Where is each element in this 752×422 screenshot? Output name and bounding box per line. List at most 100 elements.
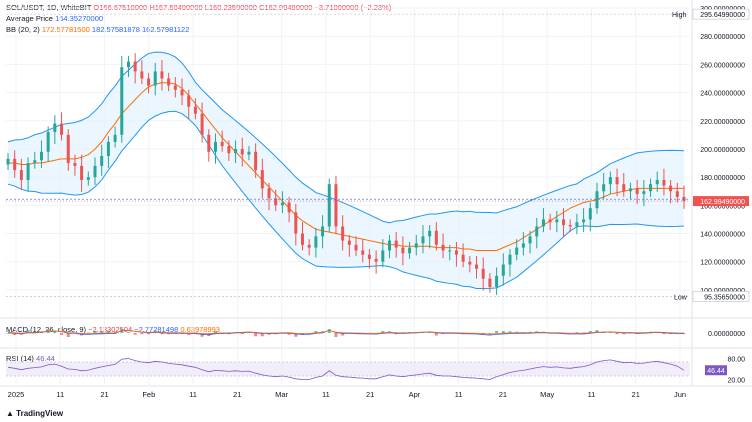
time-tick-label: 21 — [499, 390, 507, 399]
candle-body — [213, 141, 217, 152]
candle-body — [13, 158, 17, 171]
low-value-box — [692, 291, 750, 302]
candle-body — [448, 250, 452, 252]
macd-line-value: −2.77281498 — [134, 325, 179, 334]
candle-body — [394, 240, 398, 248]
candle-body — [240, 148, 244, 155]
rsi-last-value: 46.44 — [707, 368, 725, 375]
macd-signal-value: 0.63978993 — [180, 325, 220, 334]
candle-body — [46, 132, 50, 152]
time-tick-label: 21 — [632, 390, 640, 399]
candle-body — [126, 61, 130, 68]
bb-label: BB (20, 2) — [6, 25, 40, 34]
candle-body — [274, 198, 278, 206]
candle-body — [481, 268, 485, 279]
candle-body — [541, 219, 545, 227]
macd-histogram-bar — [213, 331, 217, 333]
macd-histogram-bar — [86, 332, 90, 334]
macd-histogram-bar — [575, 332, 579, 333]
candle-body — [562, 219, 566, 226]
price-tick-label: 140.00000000 — [700, 232, 745, 239]
bb-lower-line — [7, 110, 685, 289]
candle-body — [535, 226, 539, 237]
macd-histogram-bar — [240, 333, 244, 334]
candle-body — [555, 219, 559, 223]
legend-bb: BB (20, 2) 172.57781500 182.57581878 162… — [6, 25, 189, 35]
candle-body — [173, 85, 177, 90]
candle-body — [60, 123, 64, 135]
candle-body — [334, 184, 338, 227]
low-value: 95.35650000 — [704, 294, 745, 301]
macd-histogram-bar — [113, 331, 117, 333]
bb-lower-value: 162.57981122 — [141, 25, 190, 34]
bb-fill — [8, 52, 684, 289]
candle-body — [153, 71, 157, 86]
time-tick-label: 11 — [322, 390, 330, 399]
candle-body — [106, 141, 110, 156]
macd-histogram-bar — [595, 330, 599, 333]
candle-body — [147, 78, 151, 86]
macd-histogram-bar — [26, 330, 30, 333]
candle-body — [361, 250, 365, 255]
rsi-label: RSI (14) — [6, 354, 34, 363]
candle-body — [140, 71, 144, 79]
macd-histogram-bar — [381, 331, 385, 333]
candle-body — [180, 89, 184, 96]
time-tick-label: 21 — [366, 390, 374, 399]
macd-histogram-bar — [247, 332, 251, 334]
price-tick-label: 120.00000000 — [700, 260, 745, 267]
macd-histogram-bar — [501, 331, 505, 333]
candle-body — [347, 240, 351, 245]
candle-body — [193, 106, 197, 114]
macd-histogram-bar — [508, 331, 512, 333]
candle-body — [367, 254, 371, 259]
candle-body — [528, 236, 532, 244]
candle-body — [388, 240, 392, 251]
candle-body — [461, 254, 465, 262]
candle-body — [575, 222, 579, 227]
candle-body — [662, 179, 666, 186]
candle-body — [635, 188, 639, 195]
candle-body — [508, 254, 512, 265]
candle-body — [602, 184, 606, 192]
time-tick-label: 11 — [455, 390, 463, 399]
candle-body — [675, 191, 679, 197]
price-tick-label: 280.00000000 — [700, 34, 745, 41]
macd-histogram-bar — [140, 333, 144, 335]
candle-body — [649, 184, 653, 192]
macd-histogram-bar — [434, 333, 438, 336]
candle-body — [80, 165, 84, 180]
candle-body — [33, 160, 37, 164]
candle-body — [381, 250, 385, 262]
high-value: 295.64990000 — [700, 12, 745, 19]
avg-price-label: Average Price — [6, 14, 53, 23]
candle-body — [341, 226, 345, 241]
legend-avg: Average Price 164.35270000 — [6, 14, 103, 24]
macd-histogram-bar — [13, 333, 17, 335]
macd-signal-line — [7, 330, 685, 335]
candle-body — [167, 78, 171, 86]
price-tick-label: 180.00000000 — [700, 175, 745, 182]
macd-histogram-bar — [60, 333, 64, 335]
candle-body — [200, 113, 204, 135]
macd-histogram-bar — [147, 333, 151, 335]
candle-body — [280, 202, 284, 206]
macd-histogram-bar — [66, 333, 70, 337]
macd-histogram-bar — [200, 333, 204, 337]
candle-body — [454, 250, 458, 255]
candle-body — [93, 165, 97, 178]
candle-body — [669, 185, 673, 192]
candle-body — [113, 134, 117, 142]
macd-histogram-bar — [327, 329, 331, 333]
macd-histogram-bar — [341, 333, 345, 336]
candle-body — [495, 275, 499, 288]
macd-histogram-bar — [120, 329, 124, 333]
price-tick-label: 240.00000000 — [700, 91, 745, 98]
candle-body — [568, 225, 572, 227]
price-tick-label: 220.00000000 — [700, 119, 745, 126]
candle-body — [521, 243, 525, 248]
macd-histogram-bar — [133, 333, 137, 335]
macd-histogram-bar — [53, 331, 57, 333]
